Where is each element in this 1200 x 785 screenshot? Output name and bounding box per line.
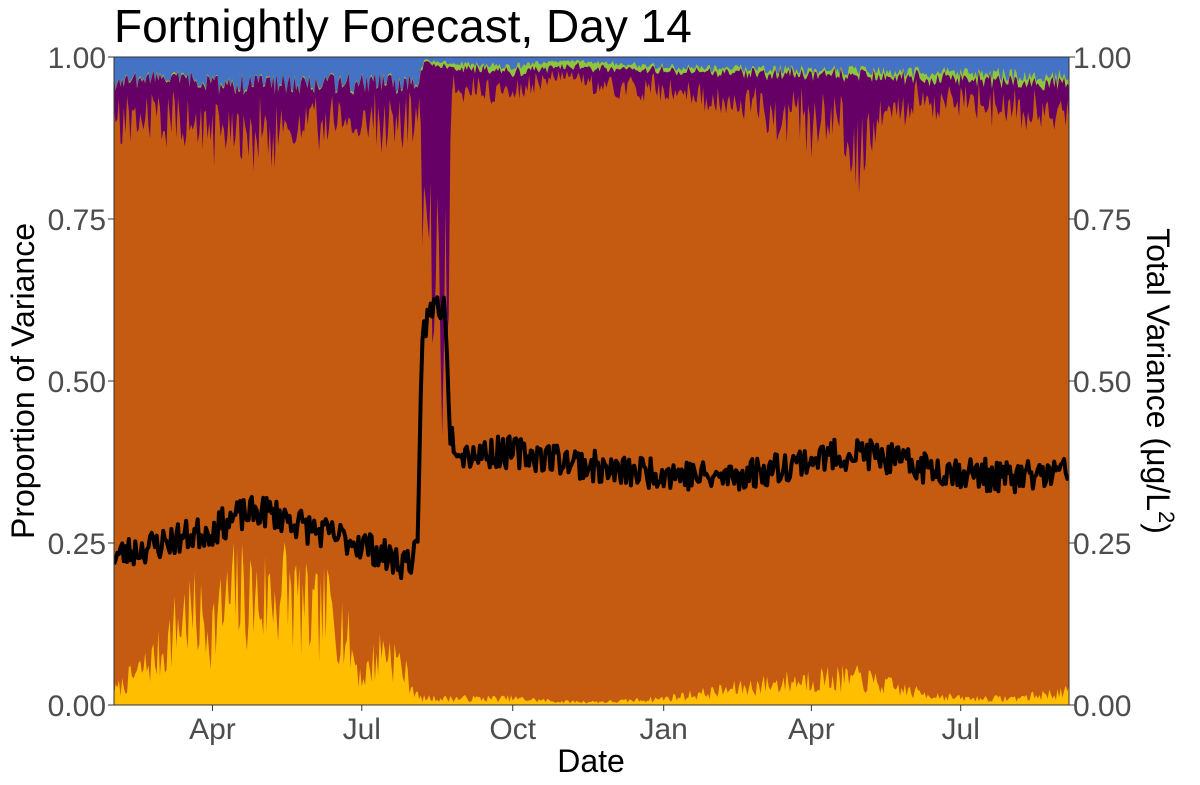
yellow-area xyxy=(114,542,1069,705)
y2-axis-label: Total Variance (μg/L2) xyxy=(1140,228,1180,534)
x-tick-label: Jan xyxy=(640,713,688,746)
x-axis-label: Date xyxy=(557,743,625,779)
y2-tick-label: 1.00 xyxy=(1073,42,1131,75)
plot-area xyxy=(114,57,1069,705)
x-axis: Apr Jul Oct Jan Apr Jul xyxy=(189,705,980,746)
x-tick-label: Apr xyxy=(788,713,835,746)
x-tick-label: Oct xyxy=(489,713,536,746)
x-tick-label: Jul xyxy=(343,713,381,746)
left-y-axis: 0.00 0.25 0.50 0.75 1.00 xyxy=(48,42,114,723)
total-variance-line xyxy=(114,295,1069,581)
y-tick-label: 0.75 xyxy=(48,204,106,237)
y-axis-label: Proportion of Variance xyxy=(5,223,41,539)
orange-area xyxy=(114,57,1069,705)
y2-tick-label: 0.00 xyxy=(1073,690,1131,723)
y-tick-label: 0.50 xyxy=(48,366,106,399)
right-y-axis: 0.00 0.25 0.50 0.75 1.00 xyxy=(1069,42,1131,723)
green-area xyxy=(114,59,1069,95)
y2-tick-label: 0.75 xyxy=(1073,204,1131,237)
x-tick-label: Apr xyxy=(189,713,236,746)
chart-title: Fortnightly Forecast, Day 14 xyxy=(114,0,692,52)
y2-tick-label: 0.25 xyxy=(1073,528,1131,561)
purple-area xyxy=(114,61,1069,437)
x-tick-label: Jul xyxy=(942,713,980,746)
y-tick-label: 0.25 xyxy=(48,528,106,561)
y-tick-label: 0.00 xyxy=(48,690,106,723)
blue-area xyxy=(114,57,1069,94)
y-tick-label: 1.00 xyxy=(48,42,106,75)
y2-tick-label: 0.50 xyxy=(1073,366,1131,399)
